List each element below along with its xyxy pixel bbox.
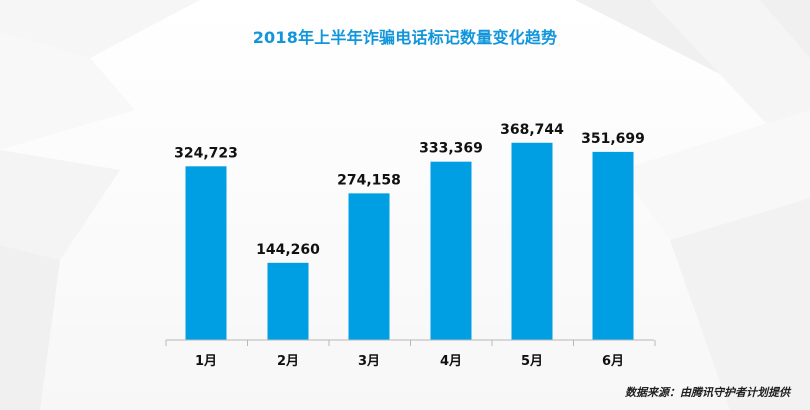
- x-axis-label-4: 4月: [440, 354, 462, 369]
- bar-value-label-3: 274,158: [337, 172, 401, 188]
- x-axis-label-1: 1月: [195, 354, 217, 369]
- bars-layer: [185, 142, 634, 340]
- bar-1: [185, 166, 227, 340]
- bar-5: [511, 142, 553, 340]
- chart-title: 2018年上半年诈骗电话标记数量变化趋势: [252, 28, 558, 47]
- x-axis-label-5: 5月: [521, 354, 543, 369]
- x-axis-label-3: 3月: [358, 354, 380, 369]
- background-facet: [0, 150, 120, 260]
- axis-layer: 1月 2月 3月 4月 5月 6月: [165, 339, 656, 369]
- bar-value-label-4: 333,369: [419, 141, 483, 157]
- bar-3: [348, 193, 390, 340]
- bar-value-label-2: 144,260: [256, 242, 320, 258]
- x-axis-label-6: 6月: [602, 354, 624, 369]
- x-axis-label-2: 2月: [277, 354, 299, 369]
- value-labels-layer: 324,723 144,260 274,158 333,369 368,744 351,6…: [174, 122, 645, 258]
- bar-value-label-1: 324,723: [174, 145, 238, 161]
- bar-4: [430, 161, 472, 340]
- background-facet: [0, 245, 60, 410]
- bar-value-label-6: 351,699: [581, 131, 645, 147]
- background-facet: [670, 198, 810, 410]
- background-facet: [0, 32, 135, 150]
- bar-2: [267, 262, 309, 340]
- bar-value-label-5: 368,744: [500, 122, 564, 138]
- background-facet: [0, 0, 200, 58]
- bar-6: [592, 151, 634, 340]
- background-facet: [620, 110, 810, 240]
- data-source-text: 数据来源：由腾讯守护者计划提供: [625, 386, 790, 399]
